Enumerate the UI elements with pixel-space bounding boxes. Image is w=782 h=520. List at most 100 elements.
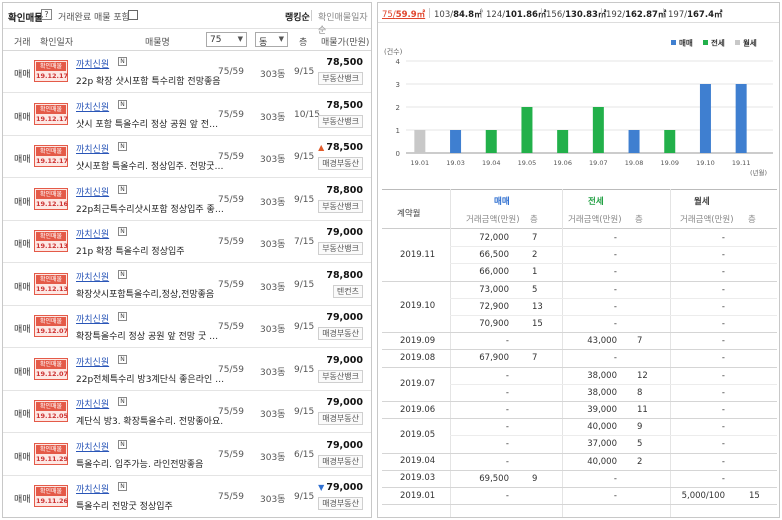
area-select-value: 75 bbox=[210, 35, 222, 45]
listing-description[interactable]: 샷시포함 특올수리. 정상입주. 전망굿. 게… bbox=[76, 162, 226, 172]
source-button[interactable]: 부동산뱅크 bbox=[318, 114, 363, 128]
area-tab[interactable]: 197/167.4㎡ bbox=[668, 8, 722, 20]
help-icon[interactable]: ? bbox=[41, 9, 52, 20]
listing-type: 매매 bbox=[14, 325, 31, 335]
area-tab[interactable]: 103/84.8㎡ bbox=[434, 8, 483, 20]
listing-description[interactable]: 22p 확장 샷시포함 특수리함 전망좋음 bbox=[76, 77, 221, 87]
chart-bar bbox=[557, 130, 569, 153]
agent-link[interactable]: 까치신원 bbox=[76, 272, 110, 283]
confirm-date: 19.12.07 bbox=[36, 369, 69, 378]
sub-sale-floor: 층 bbox=[530, 215, 538, 225]
table-row: 70,900 15 - - bbox=[382, 315, 777, 332]
table-row: 72,000 7 - - bbox=[382, 229, 777, 246]
listing-price-value: 79,000 bbox=[326, 439, 363, 451]
agent-link[interactable]: 까치신원 bbox=[76, 442, 110, 453]
chart-bar bbox=[735, 84, 747, 153]
agent-link[interactable]: 까치신원 bbox=[76, 187, 110, 198]
area-tab-exclusive: 59.9㎡ bbox=[395, 10, 426, 20]
include-completed-checkbox[interactable] bbox=[128, 10, 138, 20]
listing-area: 75/59 bbox=[218, 152, 244, 162]
dong-select[interactable]: 동 ▼ bbox=[255, 32, 288, 48]
agent-link[interactable]: 까치신원 bbox=[76, 145, 110, 155]
tab-divider bbox=[541, 8, 542, 18]
area-tab-exclusive: 84.8㎡ bbox=[453, 10, 483, 20]
confirm-stamp-label: 확인매물 bbox=[36, 62, 66, 71]
listing-row[interactable]: 매매 확인매물 19.11.26 까치신원 N 특올수리 전망굿 정상입주 75/59 303… bbox=[3, 476, 371, 517]
new-badge: N bbox=[118, 269, 127, 279]
source-button[interactable]: 부동산뱅크 bbox=[318, 72, 363, 85]
jeonse-floor: 5 bbox=[637, 439, 643, 450]
listing-description[interactable]: 특올수리. 입주가능. 라인전망좋음 bbox=[76, 459, 204, 470]
listing-floor: 9/15 bbox=[294, 322, 315, 332]
source-button[interactable]: 텐컨츠 bbox=[332, 284, 363, 298]
source-button[interactable]: 부동산뱅크 bbox=[318, 242, 363, 255]
listing-row[interactable]: 매매 확인매물 19.12.17 까치신원 N 22p 확장 샷시포함 특수리함 전망좋음… bbox=[3, 51, 371, 93]
agent-link[interactable]: 까치신원 bbox=[76, 485, 110, 495]
area-tab-exclusive: 162.87㎡ bbox=[625, 10, 667, 20]
row-divider bbox=[450, 297, 777, 299]
listing-description[interactable]: 샷시 포함 특올수리 정상 공원 앞 전망 굿 bbox=[76, 119, 226, 130]
legend-swatch bbox=[671, 40, 676, 45]
source-button[interactable]: 매경부동산 bbox=[318, 454, 363, 468]
listing-row[interactable]: 매매 확인매물 19.12.13 까치신원 N 21p 확장 특올수리 정상입주 75/59… bbox=[3, 221, 371, 263]
confirmed-listings-label: 확인매물 bbox=[8, 13, 43, 24]
sort-ranking-button[interactable]: 랭킹순 bbox=[285, 13, 310, 23]
listing-description[interactable]: 확장샷시포함특올수리,정상,전망좋음 bbox=[76, 289, 215, 300]
listing-row[interactable]: 매매 확인매물 19.12.17 까치신원 N 샷시포함 특올수리. 정상입주. 전망굿.… bbox=[3, 136, 371, 178]
listing-row[interactable]: 매매 확인매물 19.12.16 까치신원 N 22p최근특수리샷시포함 정상입주 좋은라… bbox=[3, 179, 371, 221]
wolse-price: - bbox=[721, 370, 725, 381]
agent-link[interactable]: 까치신원 bbox=[76, 400, 110, 410]
x-tick-label: 19.08 bbox=[625, 159, 644, 167]
sub-sale-price: 거래금액(만원) bbox=[466, 215, 520, 225]
wolse-price: - bbox=[721, 336, 725, 347]
listing-floor: 7/15 bbox=[294, 237, 315, 247]
area-tab[interactable]: 156/130.83㎡ bbox=[546, 8, 606, 20]
source-button[interactable]: 부동산뱅크 bbox=[318, 199, 363, 213]
area-select[interactable]: 75 ▼ bbox=[206, 32, 247, 47]
listing-row[interactable]: 매매 확인매물 19.12.13 까치신원 N 확장샷시포함특올수리,정상,전망좋음 75/… bbox=[3, 264, 371, 306]
listing-description[interactable]: 확장특올수리 정상 공원 앞 전망 굿 초중… bbox=[76, 332, 226, 342]
agent-link[interactable]: 까치신원 bbox=[76, 357, 110, 368]
jeonse-price: - bbox=[613, 250, 617, 261]
listing-row[interactable]: 매매 확인매물 19.12.05 까치신원 N 계단식 방3. 확장특올수리. 전망좋아요… bbox=[3, 391, 371, 433]
listing-price: 78,800 bbox=[326, 185, 363, 196]
listing-description[interactable]: 특올수리 전망굿 정상입주 bbox=[76, 502, 173, 512]
confirm-date: 19.12.17 bbox=[36, 114, 69, 123]
source-button[interactable]: 부동산뱅크 bbox=[318, 369, 363, 383]
agent-link[interactable]: 까치신원 bbox=[76, 60, 110, 70]
listing-price-value: 79,000 bbox=[326, 227, 363, 238]
listing-description[interactable]: 22p최근특수리샷시포함 정상입주 좋은라… bbox=[76, 204, 226, 215]
source-button[interactable]: 매경부동산 bbox=[318, 497, 363, 510]
sub-jeonse-price: 거래금액(만원) bbox=[568, 215, 622, 225]
listing-row[interactable]: 매매 확인매물 19.12.17 까치신원 N 샷시 포함 특올수리 정상 공원 앞 전망… bbox=[3, 94, 371, 136]
source-button[interactable]: 매경부동산 bbox=[318, 412, 363, 425]
x-tick-label: 19.10 bbox=[696, 159, 715, 167]
listing-description[interactable]: 22p전체특수리 방3계단식 좋은라인 전… bbox=[76, 374, 226, 385]
area-tab[interactable]: 192/162.87㎡ bbox=[606, 8, 666, 20]
y-tick-label: 2 bbox=[396, 104, 400, 112]
listing-row[interactable]: 매매 확인매물 19.12.07 까치신원 N 22p전체특수리 방3계단식 좋은라인 전… bbox=[3, 349, 371, 391]
confirm-stamp: 확인매물 19.11.29 bbox=[34, 442, 68, 465]
listing-price-value: 78,500 bbox=[326, 57, 363, 68]
area-tab-supply: 192/ bbox=[606, 10, 626, 20]
agent-link[interactable]: 까치신원 bbox=[76, 102, 110, 113]
sale-price: - bbox=[505, 439, 509, 450]
listing-area: 75/59 bbox=[218, 67, 244, 77]
listing-description[interactable]: 계단식 방3. 확장특올수리. 전망좋아요. bbox=[76, 417, 224, 427]
listing-price-value: 78,500 bbox=[326, 142, 363, 153]
source-button[interactable]: 매경부동산 bbox=[318, 157, 363, 170]
jeonse-price: - bbox=[613, 233, 617, 243]
confirm-date: 19.12.13 bbox=[36, 242, 69, 250]
area-tab[interactable]: 75/59.9㎡ bbox=[382, 8, 425, 20]
sort-confirm-date-button[interactable]: 확인매물일자순 bbox=[318, 13, 368, 36]
source-button[interactable]: 매경부동산 bbox=[318, 327, 363, 340]
contract-month: 2019.07 bbox=[400, 378, 436, 389]
confirm-stamp-label: 확인매물 bbox=[36, 359, 66, 369]
agent-link[interactable]: 까치신원 bbox=[76, 230, 110, 240]
agent-link[interactable]: 까치신원 bbox=[76, 315, 110, 325]
listing-type: 매매 bbox=[14, 452, 31, 463]
area-tab[interactable]: 124/101.86㎡ bbox=[486, 8, 546, 20]
listing-description[interactable]: 21p 확장 특올수리 정상입주 bbox=[76, 247, 185, 257]
listing-row[interactable]: 매매 확인매물 19.11.29 까치신원 N 특올수리. 입주가능. 라인전망좋음 75/… bbox=[3, 434, 371, 476]
listing-row[interactable]: 매매 확인매물 19.12.07 까치신원 N 확장특올수리 정상 공원 앞 전망 굿 초… bbox=[3, 306, 371, 348]
